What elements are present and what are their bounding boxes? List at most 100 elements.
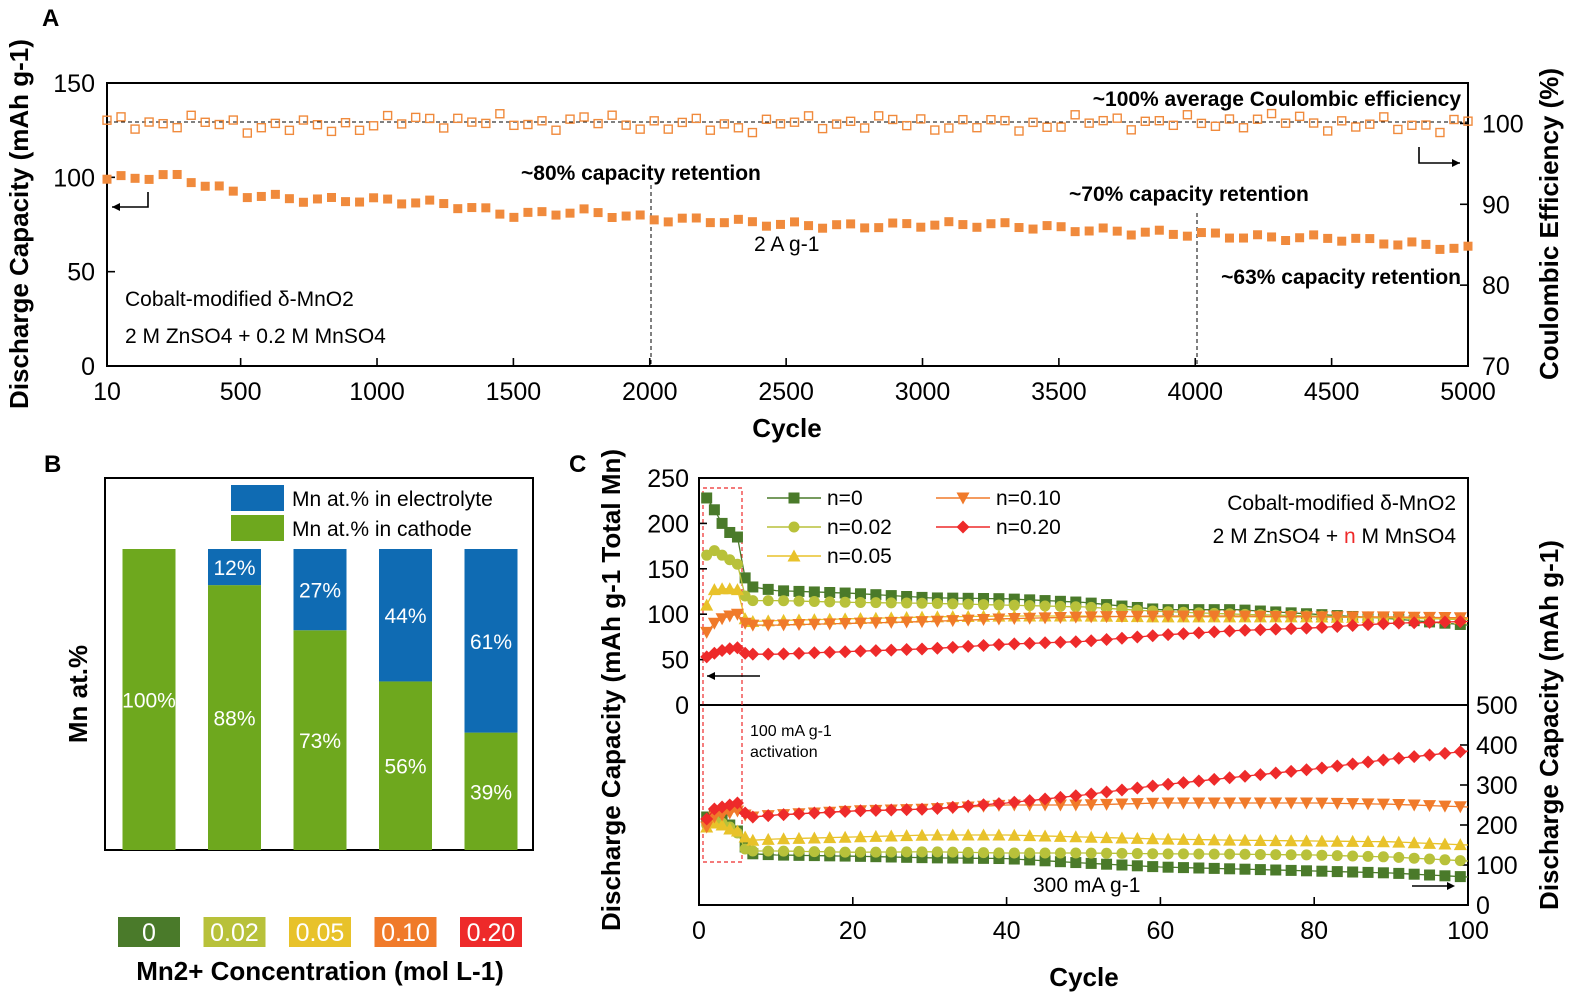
series-point <box>947 846 959 858</box>
coulombic-efficiency-point <box>579 112 589 122</box>
series-point <box>993 593 1005 605</box>
capacity-point <box>818 223 828 233</box>
coulombic-efficiency-point <box>1365 119 1375 129</box>
series-point <box>762 595 774 607</box>
c-y-tick-label: 100 <box>647 601 689 629</box>
series-point <box>1176 797 1190 810</box>
coulombic-efficiency-point <box>635 124 645 134</box>
capacity-point <box>453 204 463 214</box>
coulombic-efficiency-point <box>284 125 295 136</box>
series-point <box>730 824 744 837</box>
series-point <box>1084 611 1098 624</box>
legend-label: n=0.02 <box>827 516 892 539</box>
series-point <box>793 585 805 597</box>
coulombic-efficiency-point <box>972 122 982 133</box>
series-point <box>1193 848 1205 860</box>
capacity-point <box>186 178 196 188</box>
series-point <box>723 807 737 820</box>
a-x-tick-label: 4000 <box>1167 378 1223 406</box>
annotation-rate-300: 300 mA g-1 <box>1033 874 1140 897</box>
series-point <box>1346 757 1360 771</box>
c-x-tick-label: 20 <box>839 917 867 945</box>
capacity-point <box>1056 222 1066 232</box>
capacity-point <box>495 209 505 219</box>
capacity-point <box>481 203 491 213</box>
series-point <box>1007 828 1021 841</box>
series-point <box>761 619 775 632</box>
series-point <box>838 645 852 659</box>
capacity-point <box>832 220 842 230</box>
coulombic-efficiency-point <box>312 120 323 130</box>
series-point <box>746 647 760 661</box>
series-point <box>961 614 975 627</box>
series-point <box>723 642 737 656</box>
series-point <box>723 822 737 835</box>
series-point <box>916 597 928 609</box>
series-point <box>1023 794 1037 808</box>
series-point <box>992 797 1006 811</box>
a-y-tick-label: 100 <box>53 164 95 192</box>
coulombic-efficiency-point <box>453 113 463 124</box>
capacity-point <box>1449 243 1459 253</box>
series-point <box>1253 768 1267 782</box>
coulombic-efficiency-point <box>1421 120 1431 130</box>
series-point <box>792 831 806 844</box>
capacity-point <box>509 212 519 222</box>
coulombic-efficiency-point <box>298 115 309 125</box>
series-point <box>1161 610 1175 623</box>
series-point <box>993 853 1005 865</box>
category-swatch <box>203 917 266 947</box>
a-x-tick-label: 1000 <box>349 378 405 406</box>
coulombic-efficiency-point <box>775 119 786 129</box>
series-point <box>1161 832 1175 845</box>
series-point <box>1270 849 1282 861</box>
series-point <box>1408 868 1420 880</box>
coulombic-efficiency-point <box>1014 126 1024 136</box>
capacity-point <box>1351 233 1361 243</box>
coulombic-efficiency-point <box>256 123 267 133</box>
coulombic-efficiency-point <box>1322 126 1333 136</box>
capacity-point <box>649 215 659 225</box>
series-point <box>854 596 866 608</box>
series-point <box>807 646 821 660</box>
capacity-point <box>355 197 365 207</box>
panel-c-frame <box>698 477 1469 906</box>
coulombic-efficiency-point <box>1210 121 1221 132</box>
series-point <box>1115 783 1129 797</box>
series-point <box>1253 610 1267 623</box>
capacity-point <box>1435 244 1445 254</box>
series-point <box>777 832 791 845</box>
series-point <box>715 613 729 626</box>
coulombic-efficiency-point <box>214 119 224 130</box>
series-point <box>1070 847 1082 859</box>
c-x-tick-label: 100 <box>1447 917 1489 945</box>
c-y-tick-label: 250 <box>647 465 689 493</box>
series-point <box>808 846 820 858</box>
series-point <box>1438 837 1452 850</box>
series-point <box>1069 635 1083 649</box>
annotation-c-material: Cobalt-modified δ-MnO2 <box>1227 492 1456 515</box>
series-point <box>947 592 959 604</box>
panel-a-y2-axis-title: Coulombic Efficiency (%) <box>1534 68 1564 380</box>
series-point <box>778 585 790 597</box>
series-point <box>738 646 752 660</box>
capacity-point <box>705 218 715 228</box>
series-point <box>916 846 928 858</box>
coulombic-efficiency-point <box>467 117 477 127</box>
capacity-point <box>467 203 477 213</box>
series-point <box>1392 751 1406 765</box>
series-line-top <box>706 613 1469 633</box>
capacity-point <box>874 223 884 233</box>
series-point <box>1238 769 1252 783</box>
left-axis-arrowhead-icon <box>112 203 120 211</box>
series-point <box>1223 771 1237 785</box>
a-y-tick-label: 50 <box>67 259 95 287</box>
series-point <box>1269 797 1283 810</box>
coulombic-efficiency-point <box>649 116 659 126</box>
series-point <box>1116 859 1128 871</box>
capacity-point <box>1295 233 1305 243</box>
series-point <box>1207 833 1221 846</box>
capacity-point <box>944 217 954 227</box>
series-point <box>1238 623 1252 637</box>
series-point <box>1284 764 1298 778</box>
